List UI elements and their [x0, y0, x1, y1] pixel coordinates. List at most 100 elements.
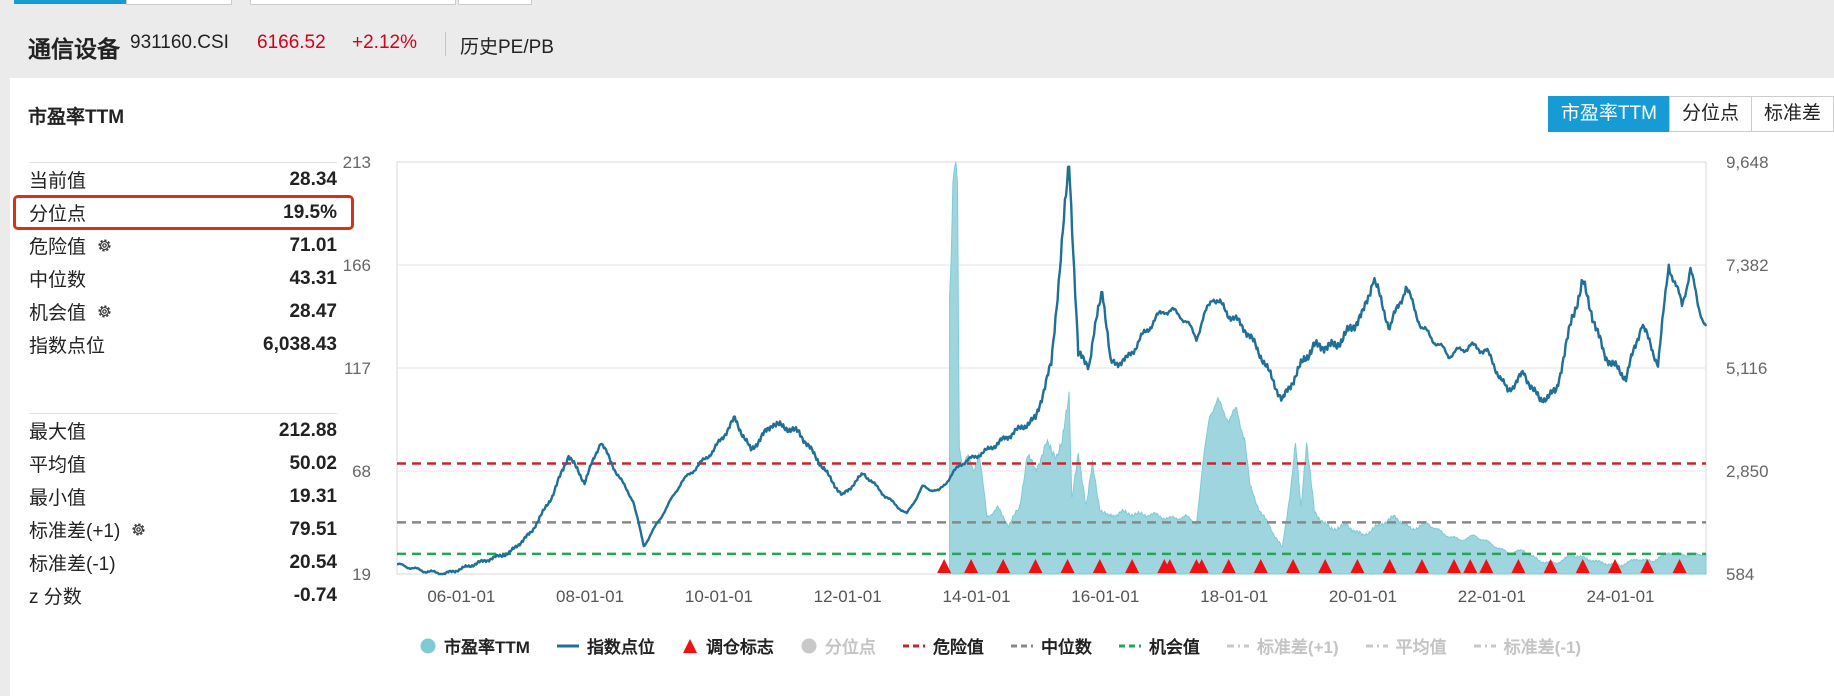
stat-row-z-score: z 分数 -0.74	[29, 579, 337, 612]
legend-rebalance[interactable]: 调仓标志	[682, 633, 774, 658]
legend-percentile[interactable]: 分位点	[801, 633, 876, 658]
stat-label: 标准差(+1)	[29, 521, 121, 542]
tab-active-indicator[interactable]	[14, 0, 126, 4]
legend-dash-icon	[1118, 644, 1141, 647]
legend-opportunity[interactable]: 机会值	[1118, 633, 1200, 658]
stat-row-median: 中位数 43.31	[29, 262, 337, 295]
legend-label: 危险值	[932, 638, 984, 657]
pe-chart: 213 166 117 68 19 9,648 7,382 5,116 2,850 584 06-0…	[343, 153, 1769, 606]
legend-dashdot-icon	[1473, 644, 1496, 647]
stat-row-max: 最大值 212.88	[29, 414, 337, 447]
rebalance-marker	[1350, 559, 1365, 573]
metric-toggle: 市盈率TTM 分位点 标准差	[1547, 96, 1834, 132]
x-tick-label: 10-01-01	[685, 587, 753, 606]
rebalance-marker	[1253, 559, 1268, 573]
legend-dash-icon	[902, 644, 925, 647]
stat-label: z 分数	[29, 587, 82, 608]
rebalance-marker	[1092, 559, 1107, 573]
legend-dashdot-icon	[1226, 644, 1249, 647]
legend-label: 标准差(+1)	[1256, 638, 1339, 657]
stat-label: 分位点	[29, 204, 87, 225]
stat-value: 212.88	[278, 419, 337, 441]
rebalance-marker	[1447, 559, 1462, 573]
stat-value: 19.5%	[283, 201, 337, 223]
rebalance-marker	[1125, 559, 1140, 573]
legend-line-icon	[556, 644, 579, 647]
rebalance-marker	[1672, 559, 1687, 573]
gear-icon[interactable]	[96, 237, 113, 254]
stat-value: 28.47	[289, 300, 337, 322]
stats-current: 当前值 28.34 分位点 19.5% 危险值 71.01 中位数 43.31 机会值 2…	[29, 162, 337, 361]
index-name: 通信设备	[28, 36, 120, 62]
rebalance-marker	[996, 559, 1011, 573]
rebalance-marker	[1318, 559, 1333, 573]
legend-std-plus[interactable]: 标准差(+1)	[1226, 633, 1339, 658]
rebalance-marker	[1414, 559, 1429, 573]
stat-row-min: 最小值 19.31	[29, 480, 337, 513]
index-header: 通信设备 931160.CSI 6166.52 +2.12% 历史PE/PB	[0, 8, 1834, 74]
x-tick-label: 08-01-01	[556, 587, 624, 606]
index-change: +2.12%	[352, 32, 417, 53]
x-tick-label: 22-01-01	[1458, 587, 1526, 606]
stat-row-std-minus: 标准差(-1) 20.54	[29, 546, 337, 579]
stat-value: 71.01	[289, 234, 337, 256]
x-tick-label: 16-01-01	[1071, 587, 1139, 606]
legend-danger[interactable]: 危险值	[902, 633, 984, 658]
stat-value: 79.51	[289, 518, 337, 540]
legend-label: 调仓标志	[705, 638, 774, 657]
stat-value: 20.54	[289, 551, 337, 573]
rebalance-marker	[1640, 559, 1655, 573]
rebalance-marker	[1511, 559, 1526, 573]
percentile-highlight-box	[13, 195, 354, 230]
header-divider	[445, 32, 446, 56]
x-tick-label: 18-01-01	[1200, 587, 1268, 606]
chart-legend: 市盈率TTM 指数点位 调仓标志 分位点 危险值 中位数 机会值 标准差(+1)…	[420, 633, 1608, 658]
index-code: 931160.CSI	[130, 32, 229, 53]
rebalance-marker	[1162, 559, 1177, 573]
tab-4[interactable]	[458, 0, 532, 5]
legend-dash-icon	[1010, 644, 1033, 647]
stat-row-std-plus: 标准差(+1) 79.51	[29, 513, 337, 546]
legend-index-level[interactable]: 指数点位	[556, 633, 655, 658]
rebalance-marker	[1543, 559, 1558, 573]
legend-dashdot-icon	[1365, 644, 1388, 647]
x-tick-label: 06-01-01	[427, 587, 495, 606]
legend-mean[interactable]: 平均值	[1365, 633, 1447, 658]
rebalance-marker	[1028, 559, 1043, 573]
x-tick-label: 24-01-01	[1586, 587, 1654, 606]
y-right-tick-label: 5,116	[1726, 359, 1767, 378]
y-right-tick-label: 7,382	[1726, 256, 1769, 275]
legend-pe-ttm[interactable]: 市盈率TTM	[420, 633, 530, 658]
x-tick-label: 20-01-01	[1329, 587, 1397, 606]
y-right-tick-label: 2,850	[1726, 462, 1769, 481]
stat-label: 中位数	[29, 270, 87, 291]
stat-row-index-level: 指数点位 6,038.43	[29, 328, 337, 361]
rebalance-marker	[1575, 559, 1590, 573]
gear-icon[interactable]	[96, 303, 113, 320]
stat-label: 机会值	[29, 303, 87, 324]
tab-2[interactable]	[126, 0, 232, 5]
stat-label: 危险值	[29, 237, 87, 258]
y-left-tick-label: 213	[343, 153, 371, 172]
stat-label: 平均值	[29, 455, 87, 476]
rebalance-marker	[1463, 559, 1478, 573]
legend-label: 指数点位	[586, 638, 655, 657]
rebalance-marker	[937, 559, 952, 573]
gear-icon[interactable]	[130, 521, 147, 538]
legend-median[interactable]: 中位数	[1010, 633, 1092, 658]
legend-label: 机会值	[1148, 638, 1200, 657]
tab-3[interactable]	[250, 0, 456, 5]
rebalance-marker	[1221, 559, 1236, 573]
stat-label: 最小值	[29, 488, 87, 509]
y-right-tick-label: 584	[1726, 565, 1754, 584]
stat-label: 指数点位	[29, 336, 106, 357]
stat-row-current: 当前值 28.34	[29, 163, 337, 196]
legend-std-minus[interactable]: 标准差(-1)	[1473, 633, 1581, 658]
stat-row-danger: 危险值 71.01	[29, 229, 337, 262]
x-tick-label: 14-01-01	[943, 587, 1011, 606]
btn-std-dev[interactable]: 标准差	[1750, 96, 1834, 132]
legend-label: 市盈率TTM	[444, 638, 530, 657]
legend-label: 中位数	[1040, 638, 1092, 657]
stat-value: -0.74	[293, 584, 337, 606]
history-pe-pb-link[interactable]: 历史PE/PB	[460, 37, 554, 58]
